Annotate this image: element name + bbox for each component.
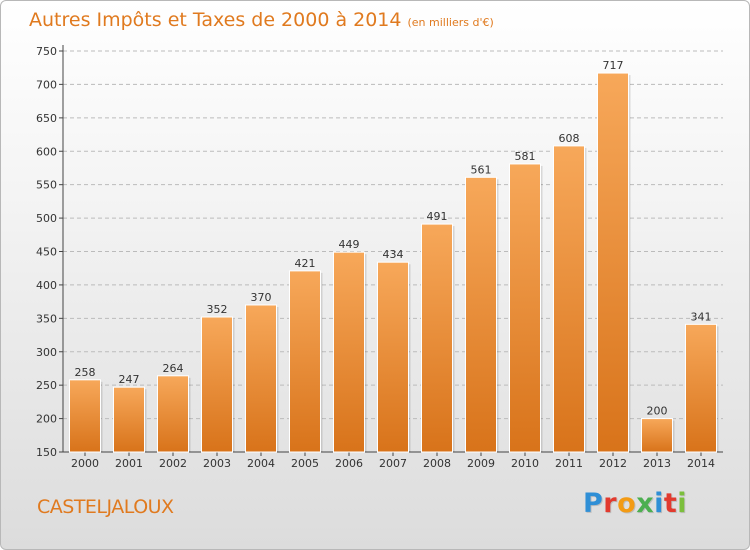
x-tick-label: 2008: [423, 457, 451, 470]
logo-letter: P: [583, 488, 604, 519]
bar-2008: [421, 223, 453, 453]
x-tick-label: 2014: [687, 457, 715, 470]
bar-2012: [597, 72, 629, 453]
data-label: 352: [207, 303, 228, 316]
bars: [69, 72, 719, 453]
data-label: 200: [647, 405, 668, 418]
proxiti-logo[interactable]: Proxiti: [583, 488, 687, 519]
y-tick-label: 700: [36, 78, 57, 91]
chart-title: Autres Impôts et Taxes de 2000 à 2014 (en…: [29, 9, 494, 31]
bar-2006: [333, 251, 365, 453]
y-tick-label: 650: [36, 112, 57, 125]
y-tick-label: 250: [36, 379, 57, 392]
y-tick-label: 400: [36, 279, 57, 292]
x-tick-label: 2011: [555, 457, 583, 470]
bar-2003: [201, 316, 233, 453]
y-tick-label: 350: [36, 312, 57, 325]
data-label: 264: [163, 362, 184, 375]
data-label: 434: [383, 248, 404, 261]
logo-letter: x: [636, 488, 655, 519]
y-tick-label: 750: [36, 45, 57, 58]
y-tick-label: 550: [36, 179, 57, 192]
x-tick-label: 2002: [159, 457, 187, 470]
city-name: CASTELJALOUX: [37, 496, 174, 518]
x-tick-label: 2003: [203, 457, 231, 470]
x-tick-label: 2006: [335, 457, 363, 470]
x-tick-label: 2013: [643, 457, 671, 470]
bar-2000: [69, 379, 101, 453]
data-label: 717: [603, 59, 624, 72]
data-label: 581: [515, 150, 536, 163]
x-tick-label: 2001: [115, 457, 143, 470]
data-label: 449: [339, 238, 360, 251]
y-tick-label: 500: [36, 212, 57, 225]
x-tick-label: 2009: [467, 457, 495, 470]
bar-2005: [289, 270, 321, 453]
data-label: 341: [691, 310, 712, 323]
logo-letter: r: [603, 488, 618, 519]
bar-2009: [465, 176, 497, 453]
bar-2004: [245, 304, 277, 453]
x-tick-label: 2004: [247, 457, 275, 470]
bar-2007: [377, 261, 409, 453]
x-tick-label: 2000: [71, 457, 99, 470]
data-label: 561: [471, 163, 492, 176]
logo-letter: i: [677, 488, 688, 519]
y-tick-label: 300: [36, 346, 57, 359]
chart-title-text: Autres Impôts et Taxes de 2000 à 2014: [29, 9, 402, 31]
bar-2014: [685, 323, 717, 453]
bar-2001: [113, 386, 145, 453]
data-label: 421: [295, 257, 316, 270]
bar-2010: [509, 163, 541, 453]
x-tick-label: 2012: [599, 457, 627, 470]
logo-letter: o: [617, 488, 637, 519]
data-label: 370: [251, 291, 272, 304]
data-label: 258: [75, 366, 96, 379]
y-tick-label: 150: [36, 446, 57, 459]
x-tick-label: 2005: [291, 457, 319, 470]
bar-2013: [641, 418, 673, 453]
axes: 150 200 250 300 350 400 450 500 550 600 650 700 750: [36, 45, 723, 459]
bar-2002: [157, 375, 189, 453]
data-label: 491: [427, 210, 448, 223]
labels: 258 2000 247 2001 264 2002 352 2003 370 2004 421 20…: [71, 59, 715, 470]
y-tick-label: 600: [36, 145, 57, 158]
chart-subtitle: (en milliers d'€): [407, 16, 494, 29]
y-tick-label: 450: [36, 246, 57, 259]
data-label: 608: [559, 132, 580, 145]
y-tick-label: 200: [36, 413, 57, 426]
data-label: 247: [119, 373, 140, 386]
logo-letter: t: [663, 488, 678, 519]
x-tick-label: 2007: [379, 457, 407, 470]
bar-2011: [553, 145, 585, 453]
logo-letter: i: [654, 488, 664, 519]
x-tick-label: 2010: [511, 457, 539, 470]
